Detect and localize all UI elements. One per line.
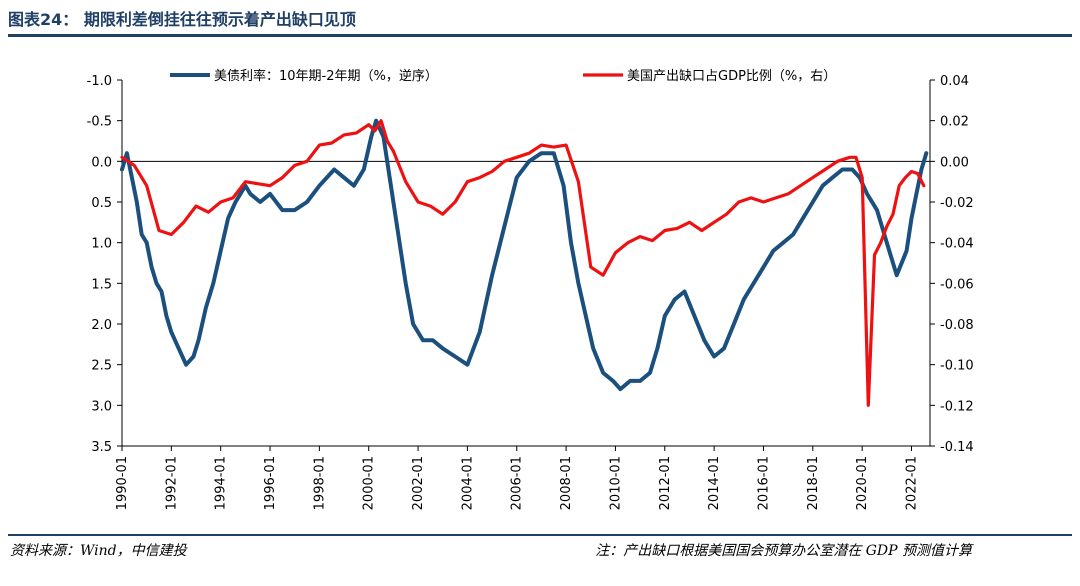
x-tick-label: 2002-01 [411,456,426,510]
series-line-output-gap [120,119,926,407]
left-tick-label: 3.0 [91,399,112,414]
left-tick-label: 0.5 [91,196,112,211]
x-tick-label: 2008-01 [559,456,574,510]
left-tick-label: 1.0 [91,237,112,252]
footer-divider [8,534,1072,536]
x-tick-label: 1992-01 [164,456,179,510]
x-tick-label: 1996-01 [263,456,278,510]
source-note: 资料来源：Wind，中信建投 [10,543,187,559]
x-tick-label: 1994-01 [214,456,229,510]
legend-label: 美债利率：10年期-2年期（%，逆序） [214,68,438,84]
x-tick-label: 2022-01 [904,456,919,510]
series-line-yield-spread [120,118,929,392]
right-tick-label: 0.04 [940,74,969,89]
left-tick-label: -1.0 [87,74,112,89]
x-tick-label: 2014-01 [707,456,722,510]
title-divider [8,34,1072,37]
x-tick-label: 2016-01 [756,456,771,510]
right-tick-label: -0.14 [940,440,974,455]
right-tick-label: -0.08 [940,318,974,333]
x-tick-label: 2010-01 [608,456,623,510]
axes-group: -1.0 -0.5 0.0 0.5 1.0 1.5 2.0 2.5 3.0 3.5 0.04 0.02… [87,74,974,510]
left-tick-label: 0.0 [91,155,112,170]
x-tick-label: 1990-01 [115,456,130,510]
left-tick-label: 2.5 [91,359,112,374]
chart-title: 图表24： 期限利差倒挂往往预示着产出缺口见顶 [8,10,356,29]
right-tick-label: 0.00 [940,155,969,170]
left-tick-label: 2.0 [91,318,112,333]
x-tick-label: 2018-01 [806,456,821,510]
left-tick-label: 3.5 [91,440,112,455]
x-tick-label: 2004-01 [460,456,475,510]
left-tick-label: 1.5 [91,277,112,292]
legend-label: 美国产出缺口占GDP比例（%，右） [627,69,836,84]
footnote: 注：产出缺口根据美国国会预算办公室潜在 GDP 预测值计算 [595,543,972,559]
right-tick-label: -0.02 [940,196,974,211]
x-tick-label: 2020-01 [855,456,870,510]
right-tick-label: -0.12 [940,399,974,414]
x-tick-label: 2006-01 [510,456,525,510]
right-tick-label: -0.10 [940,359,974,374]
series-group [120,118,929,407]
right-tick-label: 0.02 [940,115,969,130]
right-tick-label: -0.06 [940,277,974,292]
x-tick-label: 1998-01 [312,456,327,510]
legend-group: 美债利率：10年期-2年期（%，逆序） 美国产出缺口占GDP比例（%，右） [170,68,836,84]
right-tick-label: -0.04 [940,237,974,252]
left-tick-label: -0.5 [87,115,112,130]
x-tick-label: 2012-01 [658,456,673,510]
x-tick-label: 2000-01 [362,456,377,510]
